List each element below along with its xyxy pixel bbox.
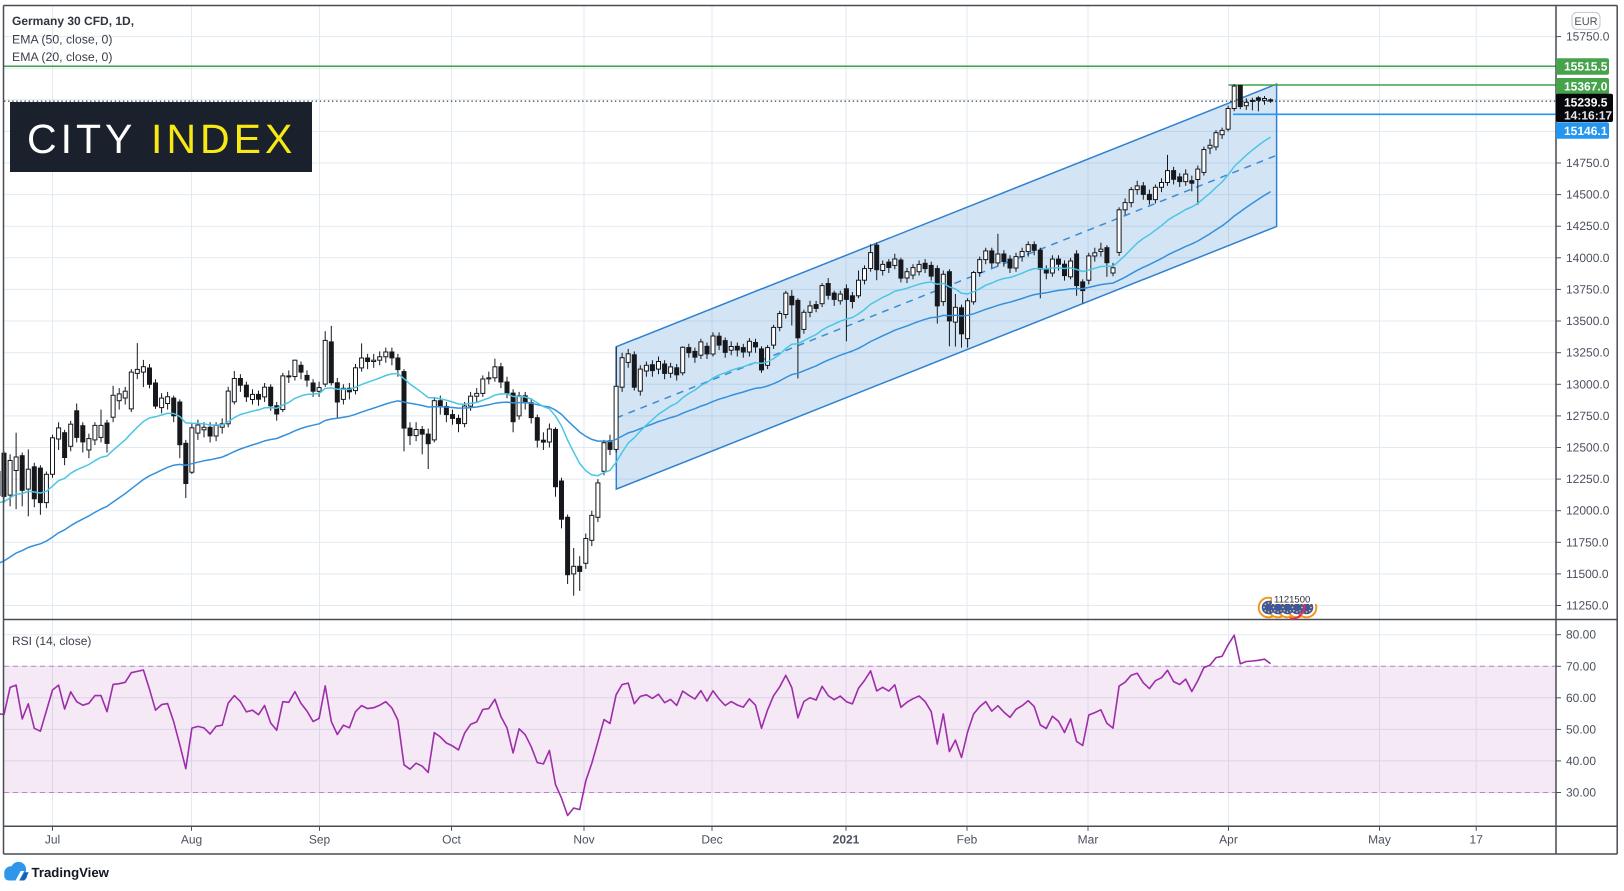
svg-text:12500.0: 12500.0 (1566, 441, 1610, 455)
svg-text:14500.0: 14500.0 (1566, 188, 1610, 202)
svg-text:12250.0: 12250.0 (1566, 472, 1610, 486)
svg-text:Aug: Aug (181, 833, 202, 847)
svg-text:11500.0: 11500.0 (1566, 567, 1609, 581)
svg-text:Jul: Jul (45, 833, 60, 847)
svg-text:40.00: 40.00 (1566, 754, 1596, 768)
svg-text:15750.0: 15750.0 (1566, 30, 1610, 44)
svg-text:30.00: 30.00 (1566, 786, 1596, 800)
svg-text:17: 17 (1470, 833, 1484, 847)
svg-text:Nov: Nov (573, 833, 594, 847)
svg-text:15239.5: 15239.5 (1564, 96, 1608, 110)
svg-text:80.00: 80.00 (1566, 628, 1596, 642)
svg-text:RSI (14, close): RSI (14, close) (12, 634, 91, 648)
svg-text:EUR: EUR (1574, 16, 1597, 28)
svg-text:EMA (20, close, 0): EMA (20, close, 0) (12, 50, 112, 64)
svg-text:CITY INDEX: CITY INDEX (27, 116, 296, 162)
svg-text:13000.0: 13000.0 (1566, 377, 1610, 391)
svg-text:TradingView: TradingView (32, 865, 110, 880)
svg-text:Feb: Feb (957, 833, 978, 847)
svg-text:15367.0: 15367.0 (1564, 79, 1608, 93)
svg-text:70.00: 70.00 (1566, 659, 1596, 673)
svg-text:50.00: 50.00 (1566, 722, 1596, 736)
svg-text:13500.0: 13500.0 (1566, 314, 1610, 328)
svg-text:11750.0: 11750.0 (1566, 535, 1609, 549)
svg-text:15146.1: 15146.1 (1564, 124, 1608, 138)
svg-text:60.00: 60.00 (1566, 691, 1596, 705)
svg-text:14750.0: 14750.0 (1566, 156, 1610, 170)
svg-text:EMA (50, close, 0): EMA (50, close, 0) (12, 33, 112, 47)
svg-text:14:16:17: 14:16:17 (1564, 108, 1612, 122)
svg-text:12750.0: 12750.0 (1566, 409, 1610, 423)
svg-text:13750.0: 13750.0 (1566, 282, 1610, 296)
svg-text:Dec: Dec (701, 833, 722, 847)
svg-text:11250.0: 11250.0 (1566, 599, 1609, 613)
svg-text:Germany 30 CFD, 1D,: Germany 30 CFD, 1D, (12, 14, 134, 28)
svg-text:12000.0: 12000.0 (1566, 504, 1610, 518)
svg-text:Sep: Sep (309, 833, 331, 847)
svg-text:14250.0: 14250.0 (1566, 219, 1610, 233)
svg-text:Apr: Apr (1219, 833, 1238, 847)
svg-text:1121500: 1121500 (1274, 595, 1310, 606)
svg-text:13250.0: 13250.0 (1566, 346, 1610, 360)
svg-text:2021: 2021 (833, 833, 860, 847)
svg-text:Mar: Mar (1078, 833, 1099, 847)
svg-text:Oct: Oct (442, 833, 461, 847)
svg-text:15515.5: 15515.5 (1564, 60, 1608, 74)
svg-text:14000.0: 14000.0 (1566, 251, 1610, 265)
svg-text:May: May (1368, 833, 1391, 847)
